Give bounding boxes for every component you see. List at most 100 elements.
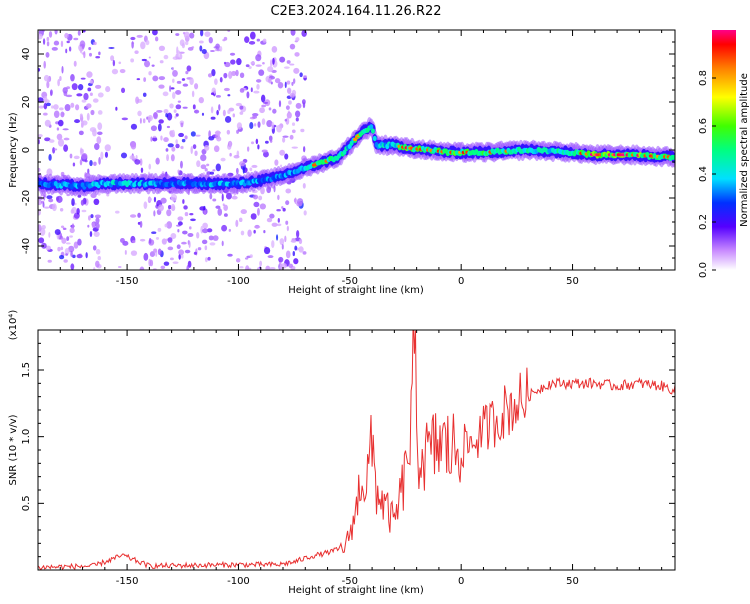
noise-speckle — [254, 123, 257, 127]
noise-speckle — [223, 72, 228, 79]
noise-speckle — [45, 52, 50, 58]
noise-speckle — [178, 253, 181, 260]
noise-speckle — [86, 71, 93, 78]
noise-speckle — [44, 119, 51, 127]
noise-speckle — [177, 169, 180, 174]
noise-speckle — [240, 230, 245, 236]
noise-speckle — [244, 257, 249, 260]
y-tick-label: 0 — [21, 147, 32, 153]
noise-speckle — [222, 38, 226, 42]
noise-speckle — [182, 230, 188, 235]
noise-speckle — [166, 112, 173, 121]
noise-speckle — [148, 237, 152, 244]
noise-speckle — [185, 70, 189, 75]
noise-speckle — [198, 40, 204, 44]
trace-core — [372, 135, 377, 142]
noise-speckle — [184, 249, 191, 254]
noise-speckle — [155, 237, 160, 240]
noise-speckle — [169, 257, 174, 261]
noise-speckle — [48, 153, 52, 161]
noise-speckle — [143, 252, 149, 261]
noise-speckle — [70, 102, 75, 108]
snr-panel: -150 -100 -50 0 50 0.5 1.0 1.5 Height of straig… — [8, 310, 676, 596]
noise-speckle — [137, 110, 142, 117]
x-tick-label: -50 — [342, 576, 358, 587]
noise-speckle — [208, 130, 211, 138]
noise-speckle — [182, 31, 186, 35]
noise-speckle — [235, 219, 239, 228]
noise-speckle — [57, 138, 65, 147]
noise-speckle — [221, 224, 228, 232]
noise-speckle — [81, 153, 88, 160]
noise-speckle — [169, 85, 172, 92]
noise-speckle — [236, 122, 243, 130]
noise-speckle — [246, 146, 250, 152]
noise-speckle — [86, 112, 90, 121]
noise-speckle — [208, 36, 213, 44]
noise-speckle — [53, 110, 60, 118]
noise-speckle — [289, 134, 294, 140]
noise-speckle — [166, 154, 170, 162]
noise-speckle — [189, 77, 194, 85]
colorbar-tick-label: 0.4 — [698, 166, 709, 182]
noise-speckle — [221, 240, 224, 247]
noise-speckle — [268, 135, 273, 142]
noise-speckle — [93, 41, 97, 46]
noise-speckle — [139, 158, 143, 166]
noise-speckle — [169, 103, 174, 109]
noise-speckle — [120, 238, 125, 243]
noise-speckle — [52, 147, 56, 154]
x-tick-label: 0 — [458, 576, 464, 587]
noise-speckle — [276, 208, 281, 212]
noise-speckle — [96, 136, 102, 144]
noise-speckle — [256, 83, 260, 90]
noise-speckle — [294, 110, 301, 118]
noise-speckle — [303, 75, 308, 79]
noise-speckle — [59, 208, 64, 212]
noise-speckle — [161, 238, 167, 245]
noise-speckle — [194, 150, 198, 157]
noise-speckle — [95, 217, 100, 224]
noise-speckle — [195, 134, 201, 137]
noise-speckle — [151, 231, 157, 234]
colorbar-tick-label: 0.0 — [698, 262, 709, 278]
noise-speckle — [38, 237, 45, 244]
noise-speckle — [147, 115, 153, 122]
snr-frame — [37, 329, 676, 571]
noise-speckle — [295, 102, 302, 109]
y-tick-label: -40 — [21, 238, 32, 254]
noise-speckle — [189, 32, 195, 39]
noise-speckle — [227, 94, 231, 97]
y-tick-label: 1.5 — [21, 362, 32, 378]
noise-speckle — [38, 224, 42, 232]
noise-speckle — [94, 214, 101, 219]
spectrogram-x-axis-label: Height of straight line (km) — [288, 285, 424, 296]
noise-speckle — [140, 167, 144, 173]
noise-speckle — [262, 38, 267, 43]
noise-speckle — [295, 37, 300, 42]
noise-speckle — [43, 194, 46, 201]
noise-speckle — [130, 123, 138, 130]
noise-speckle — [206, 163, 210, 167]
noise-speckle — [260, 186, 265, 195]
noise-speckle — [153, 112, 158, 119]
noise-speckle — [294, 245, 298, 251]
noise-speckle — [110, 55, 115, 62]
noise-speckle — [43, 60, 46, 69]
noise-speckle — [69, 153, 73, 159]
noise-speckle — [215, 94, 221, 98]
noise-speckle — [199, 206, 206, 211]
noise-speckle — [178, 51, 185, 54]
noise-speckle — [223, 61, 227, 65]
noise-speckle — [88, 52, 92, 57]
noise-speckle — [239, 105, 244, 110]
noise-speckle — [271, 121, 274, 130]
noise-speckle — [286, 111, 292, 119]
noise-speckle — [188, 240, 191, 249]
noise-speckle — [170, 154, 175, 162]
noise-speckle — [98, 51, 101, 56]
noise-speckle — [257, 121, 261, 128]
noise-speckle — [50, 89, 53, 96]
noise-speckle — [209, 171, 215, 175]
noise-speckle — [262, 62, 265, 65]
